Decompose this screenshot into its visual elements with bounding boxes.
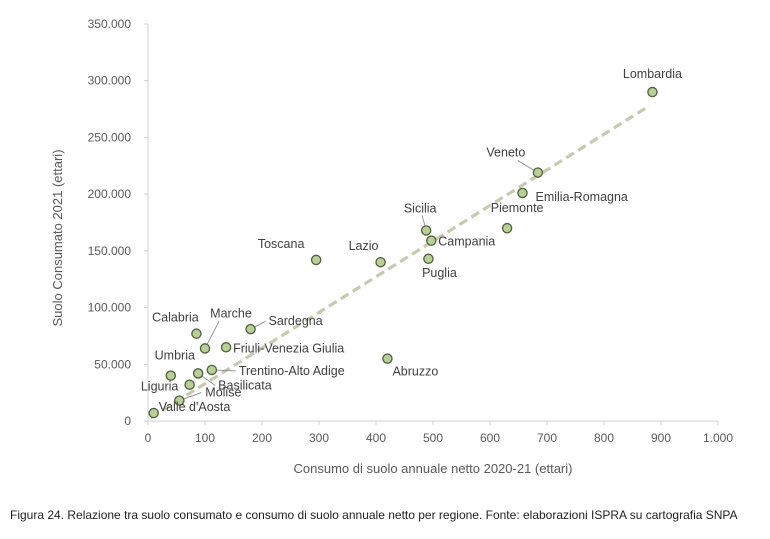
y-tick-label: 200.000 (88, 187, 132, 201)
data-point (206, 364, 218, 376)
data-point (220, 342, 232, 353)
point-label: Abruzzo (392, 365, 438, 379)
figure-caption: Figura 24. Relazione tra suolo consumato… (10, 508, 738, 522)
point-label: Campania (438, 235, 495, 249)
data-point (310, 254, 322, 266)
trendline (150, 104, 651, 419)
x-axis-title: Consumo di suolo annuale netto 2020-21 (… (294, 461, 573, 476)
trendline-path (150, 104, 651, 419)
point-label: Sardegna (268, 314, 322, 328)
x-tick-label: 1.000 (703, 431, 733, 445)
data-point (192, 368, 204, 379)
point-label: Veneto (486, 146, 525, 160)
x-tick-label: 800 (594, 431, 614, 445)
point-label: Emilia-Romagna (535, 190, 627, 204)
y-tick-label: 100.000 (88, 301, 132, 315)
point-label: Piemonte (491, 201, 544, 215)
point-label: Valle d'Aosta (159, 400, 231, 414)
point-label: Friuli-Venezia Giulia (233, 341, 344, 355)
point-label: Molise (205, 386, 241, 400)
y-tick-label: 50.000 (94, 357, 131, 371)
point-label: Umbria (155, 349, 195, 363)
data-point (501, 222, 513, 234)
x-tick-label: 0 (145, 431, 152, 445)
point-label: Puglia (422, 266, 457, 280)
point-label: Trentino-Alto Adige (239, 364, 345, 378)
data-point (375, 256, 386, 268)
point-label: Basilicata (218, 378, 272, 392)
x-tick-label: 600 (480, 431, 500, 445)
data-point (184, 379, 195, 390)
point-label: Lombardia (623, 67, 682, 81)
point-label: Liguria (141, 380, 179, 394)
y-axis-title: Suolo Consumato 2021 (ettari) (50, 149, 65, 326)
y-tick-label: 300.000 (88, 74, 132, 88)
x-tick-label: 100 (195, 431, 215, 445)
data-point (423, 253, 434, 265)
y-tick-label: 150.000 (88, 244, 132, 258)
x-tick-label: 300 (309, 431, 329, 445)
data-point (165, 370, 177, 381)
y-tick-label: 250.000 (88, 130, 132, 144)
data-point (647, 86, 658, 98)
x-tick-label: 500 (423, 431, 443, 445)
data-point (426, 235, 437, 246)
data-point (148, 407, 159, 419)
point-label: Toscana (258, 237, 305, 251)
data-point (245, 323, 256, 335)
data-points (148, 86, 658, 419)
data-point (382, 353, 393, 364)
point-label: Sicilia (404, 201, 437, 215)
point-label: Calabria (152, 311, 199, 325)
data-point (532, 167, 544, 178)
point-label: Lazio (349, 239, 379, 253)
data-point (199, 343, 211, 354)
x-tick-label: 900 (651, 431, 671, 445)
y-tick-label: 0 (124, 414, 131, 428)
x-tick-label: 400 (366, 431, 386, 445)
data-point (517, 187, 528, 199)
data-point (174, 395, 185, 406)
point-label: Marche (210, 306, 252, 320)
data-point (191, 328, 202, 339)
scatter-chart: 0 100 200 300 400 500 600 700 800 900 1.000 0 50.000… (50, 17, 734, 476)
x-tick-label: 200 (252, 431, 272, 445)
y-tick-label: 350.000 (88, 17, 132, 31)
data-point (420, 225, 432, 236)
axes: 0 100 200 300 400 500 600 700 800 900 1.000 0 50.000… (88, 17, 734, 445)
x-tick-label: 700 (537, 431, 557, 445)
label-leader-lines (179, 160, 539, 402)
